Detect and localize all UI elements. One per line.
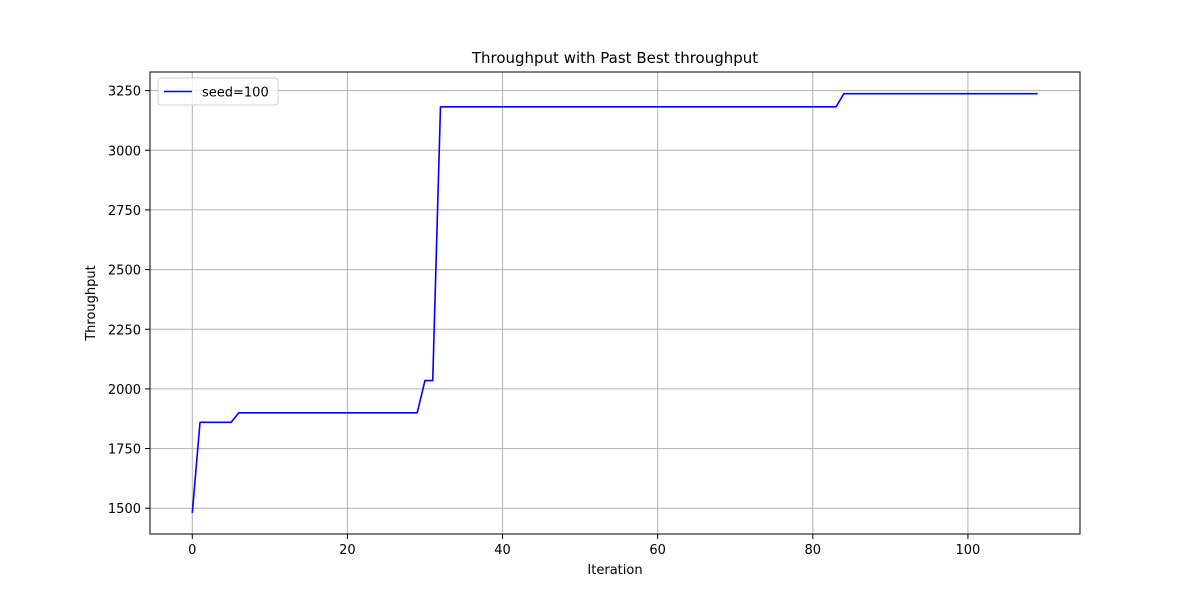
y-tick-label: 2000 [108,383,141,398]
x-tick-label: 40 [494,543,511,558]
y-tick-label: 2250 [108,323,141,338]
y-tick-label: 2750 [108,204,141,219]
x-tick-label: 0 [188,543,196,558]
series-line-0 [191,92,1038,514]
y-tick-label: 3250 [108,85,141,100]
legend-entry: seed=100 [202,86,269,101]
x-tick-label: 80 [805,543,822,558]
y-tick-label: 2500 [108,264,141,279]
x-tick-label: 20 [339,543,356,558]
legend-box [157,77,279,106]
y-tick-label: 1750 [108,443,141,458]
x-tick-label: 60 [649,543,666,558]
y-axis-label: Throughput [84,265,99,342]
x-axis-label: Iteration [587,563,642,578]
y-tick-label: 3000 [108,144,141,159]
x-tick-label: 100 [956,543,981,558]
ticks: 0 20 40 60 80 100 1500 1750 2000 2250 2500 2750 3000… [108,85,980,558]
y-tick-label: 1500 [108,502,141,517]
series-layer [191,92,1038,514]
grid [150,72,1080,534]
legend: seed=100 [157,77,279,106]
chart-title: Throughput with Past Best throughput [471,49,758,67]
plot-frame [149,71,1081,535]
